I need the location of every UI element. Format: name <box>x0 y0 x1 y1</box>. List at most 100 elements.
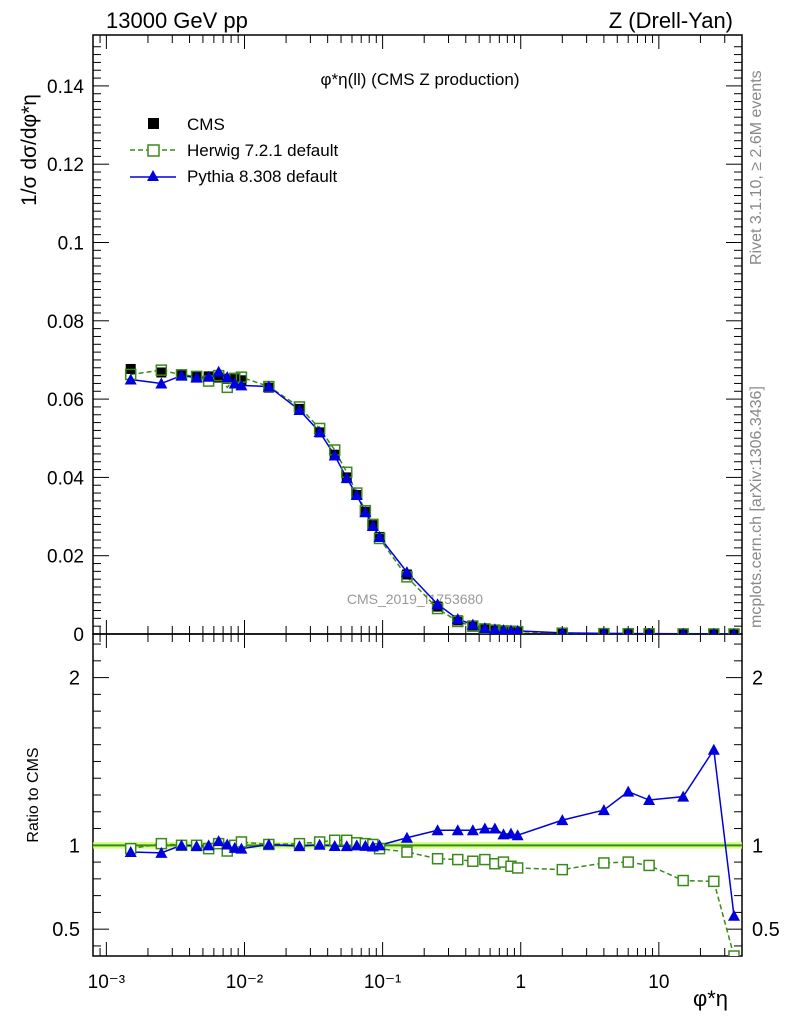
pythia-point <box>645 627 653 634</box>
mcplots-label: mcplots.cern.ch [arXiv:1306.3436] <box>748 386 765 628</box>
pythia-point <box>478 622 491 634</box>
pythia-ratio-point <box>556 814 569 826</box>
pythia-point <box>366 519 379 531</box>
pythia-point <box>624 627 632 634</box>
pythia-ratio-point <box>235 842 248 854</box>
herwig-ratio-point <box>708 875 720 888</box>
x-tick-label: 10 <box>648 972 669 993</box>
pythia-ratio-point <box>340 840 353 852</box>
ratio-y-tick-label-right: 2 <box>752 668 763 690</box>
ratio-y-tick-label-right: 0.5 <box>752 919 780 941</box>
pythia-ratio-point <box>707 743 720 755</box>
legend-herwig-label: Herwig 7.2.1 default <box>187 141 338 160</box>
pythia-point <box>313 425 326 437</box>
pythia-ratio-point <box>727 909 740 921</box>
x-tick-label: 10⁻³ <box>88 972 126 993</box>
pythia-ratio-point <box>212 835 225 847</box>
legend-pythia-label: Pythia 8.308 default <box>187 167 338 186</box>
y-tick-label: 0 <box>73 625 84 646</box>
herwig-ratio-point <box>431 852 444 865</box>
x-tick-label: 1 <box>515 972 526 993</box>
x-tick-label: 10⁻² <box>226 972 264 993</box>
herwig-ratio-point <box>728 950 740 956</box>
pythia-ratio-point <box>451 824 464 836</box>
ratio-ylabel: Ratio to CMS <box>25 747 42 842</box>
legend-cms-label: CMS <box>187 115 225 134</box>
pythia-ratio-point <box>677 790 690 802</box>
y-tick-label: 0.08 <box>47 312 84 333</box>
pythia-ratio-point <box>175 839 188 851</box>
pythia-ratio-point <box>350 839 363 851</box>
y-tick-label: 0.02 <box>47 547 84 568</box>
pythia-point <box>400 566 413 578</box>
pythia-ratio-point <box>124 846 137 858</box>
pythia-ratio-point <box>488 822 501 834</box>
herwig-ratio-line <box>130 839 735 956</box>
pythia-ratio-point <box>359 839 372 851</box>
pythia-point <box>451 613 464 625</box>
pythia-ratio-line <box>130 747 735 916</box>
pythia-point <box>710 627 718 634</box>
pythia-point <box>466 618 479 630</box>
pythia-point <box>558 626 567 634</box>
pythia-ratio-point <box>313 838 326 850</box>
ratio-y-tick-label-right: 1 <box>752 835 763 857</box>
pythia-ratio-point <box>511 829 524 841</box>
header-left: 13000 GeV pp <box>106 8 248 33</box>
header-right: Z (Drell-Yan) <box>609 8 733 33</box>
legend-pythia-marker <box>147 170 159 181</box>
ratio-y-tick-label: 1 <box>69 835 80 857</box>
pythia-point <box>293 404 306 416</box>
y-tick-label: 0.1 <box>58 233 84 254</box>
pythia-ratio-point <box>431 824 444 836</box>
ratio-frame <box>92 633 743 957</box>
pythia-ratio-point <box>155 846 168 858</box>
cms-point <box>156 367 167 378</box>
herwig-ratio-point <box>598 857 610 869</box>
main-ylabel: 1/σ dσ/dφ*η <box>18 94 41 206</box>
herwig-ratio-point <box>677 874 689 887</box>
pythia-point <box>431 598 444 610</box>
pythia-point <box>212 365 225 377</box>
ratio-y-tick-label: 2 <box>69 668 80 690</box>
pythia-ratio-point <box>597 804 610 816</box>
herwig-ratio-point <box>622 856 634 868</box>
cms-point <box>213 372 224 383</box>
pythia-ratio-point <box>328 839 341 851</box>
herwig-ratio-point <box>643 859 655 872</box>
pythia-ratio-point <box>622 785 635 797</box>
pythia-ratio-point <box>478 822 491 834</box>
pythia-point <box>221 371 234 383</box>
pythia-point <box>512 624 523 634</box>
pythia-point <box>505 624 517 634</box>
rivet-label: Rivet 3.1.10, ≥ 2.6M events <box>748 70 765 265</box>
y-tick-label: 0.14 <box>47 77 84 98</box>
pythia-point <box>328 449 341 461</box>
pythia-point <box>228 377 241 389</box>
plot-title: φ*η(ll) (CMS Z production) <box>320 70 519 89</box>
pythia-ratio-point <box>400 831 413 843</box>
pythia-point <box>202 370 215 382</box>
watermark: CMS_2019_I1753680 <box>347 591 483 607</box>
ratio-y-tick-label: 0.5 <box>52 919 80 941</box>
herwig-ratio-point <box>556 863 569 876</box>
pythia-point <box>359 506 372 518</box>
xaxis-label: φ*η <box>693 986 728 1011</box>
pythia-point <box>498 624 509 634</box>
herwig-ratio-point <box>479 853 491 866</box>
pythia-ratio-point <box>643 794 656 806</box>
pythia-point <box>350 489 363 501</box>
pythia-ratio-point <box>504 827 517 839</box>
legend: CMS Herwig 7.2.1 default Pythia 8.308 de… <box>130 115 338 186</box>
pythia-point <box>340 472 353 484</box>
pythia-point <box>373 530 386 542</box>
pythia-ratio-point <box>262 838 275 850</box>
pythia-point <box>155 377 168 389</box>
pythia-point <box>679 627 687 634</box>
herwig-ratio-point <box>452 853 464 866</box>
pythia-point <box>262 380 275 392</box>
herwig-point <box>155 364 168 376</box>
herwig-ratio-point <box>467 855 479 867</box>
pythia-ratio-point <box>202 839 215 851</box>
